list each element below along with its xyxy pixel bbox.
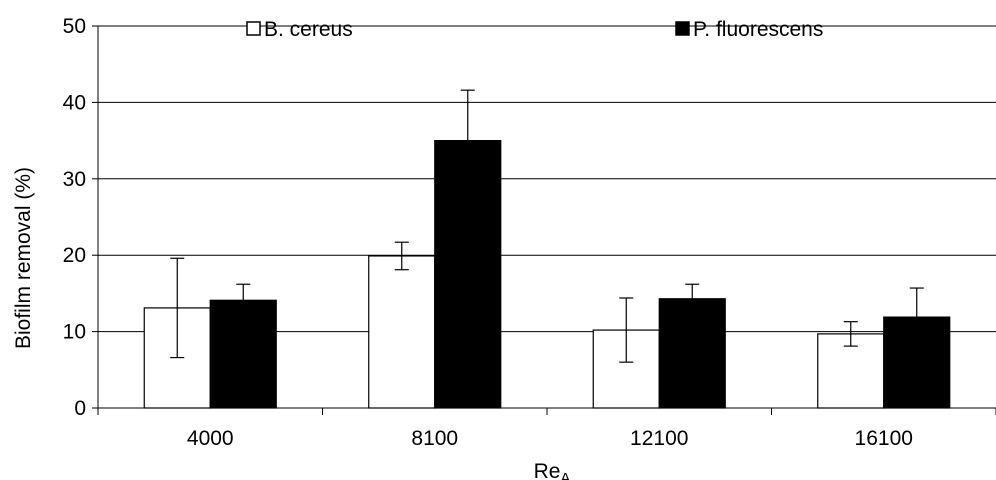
gridlines: [98, 25, 996, 333]
x-tick-labels: 4000 8100 12100 16100: [187, 427, 913, 450]
legend-swatch-p-fluorescens: [675, 21, 690, 36]
x-tick-label: 16100: [855, 427, 913, 450]
legend: B. cereus P. fluorescens: [246, 18, 823, 41]
legend-swatch-b-cereus: [246, 21, 261, 36]
x-tick-label: 12100: [630, 427, 688, 450]
axes: [92, 25, 996, 415]
bars: [143, 140, 951, 409]
y-tick-label: 50: [63, 15, 86, 38]
y-tick-label: 40: [63, 91, 86, 114]
x-tick-label: 4000: [187, 427, 234, 450]
legend-label-b-cereus: B. cereus: [264, 18, 353, 41]
x-tick-label: 8100: [411, 427, 458, 450]
y-tick-label: 30: [63, 168, 86, 191]
error-bars: [170, 89, 924, 363]
x-axis-title-subscript: A: [560, 470, 570, 480]
y-tick-label: 10: [63, 321, 86, 344]
bar-b-cereus-8100: [368, 255, 436, 409]
y-tick-label: 20: [63, 244, 86, 267]
y-tick-labels: 0 10 20 30 40 50: [63, 15, 86, 420]
x-axis-title: ReA: [534, 460, 571, 480]
x-axis-title-main: Re: [534, 460, 561, 480]
y-tick-label: 0: [74, 397, 86, 420]
y-axis-title: Biofilm removal (%): [12, 167, 35, 349]
legend-label-p-fluorescens: P. fluorescens: [693, 18, 823, 41]
bar-p-fluorescens-12100: [658, 298, 726, 409]
